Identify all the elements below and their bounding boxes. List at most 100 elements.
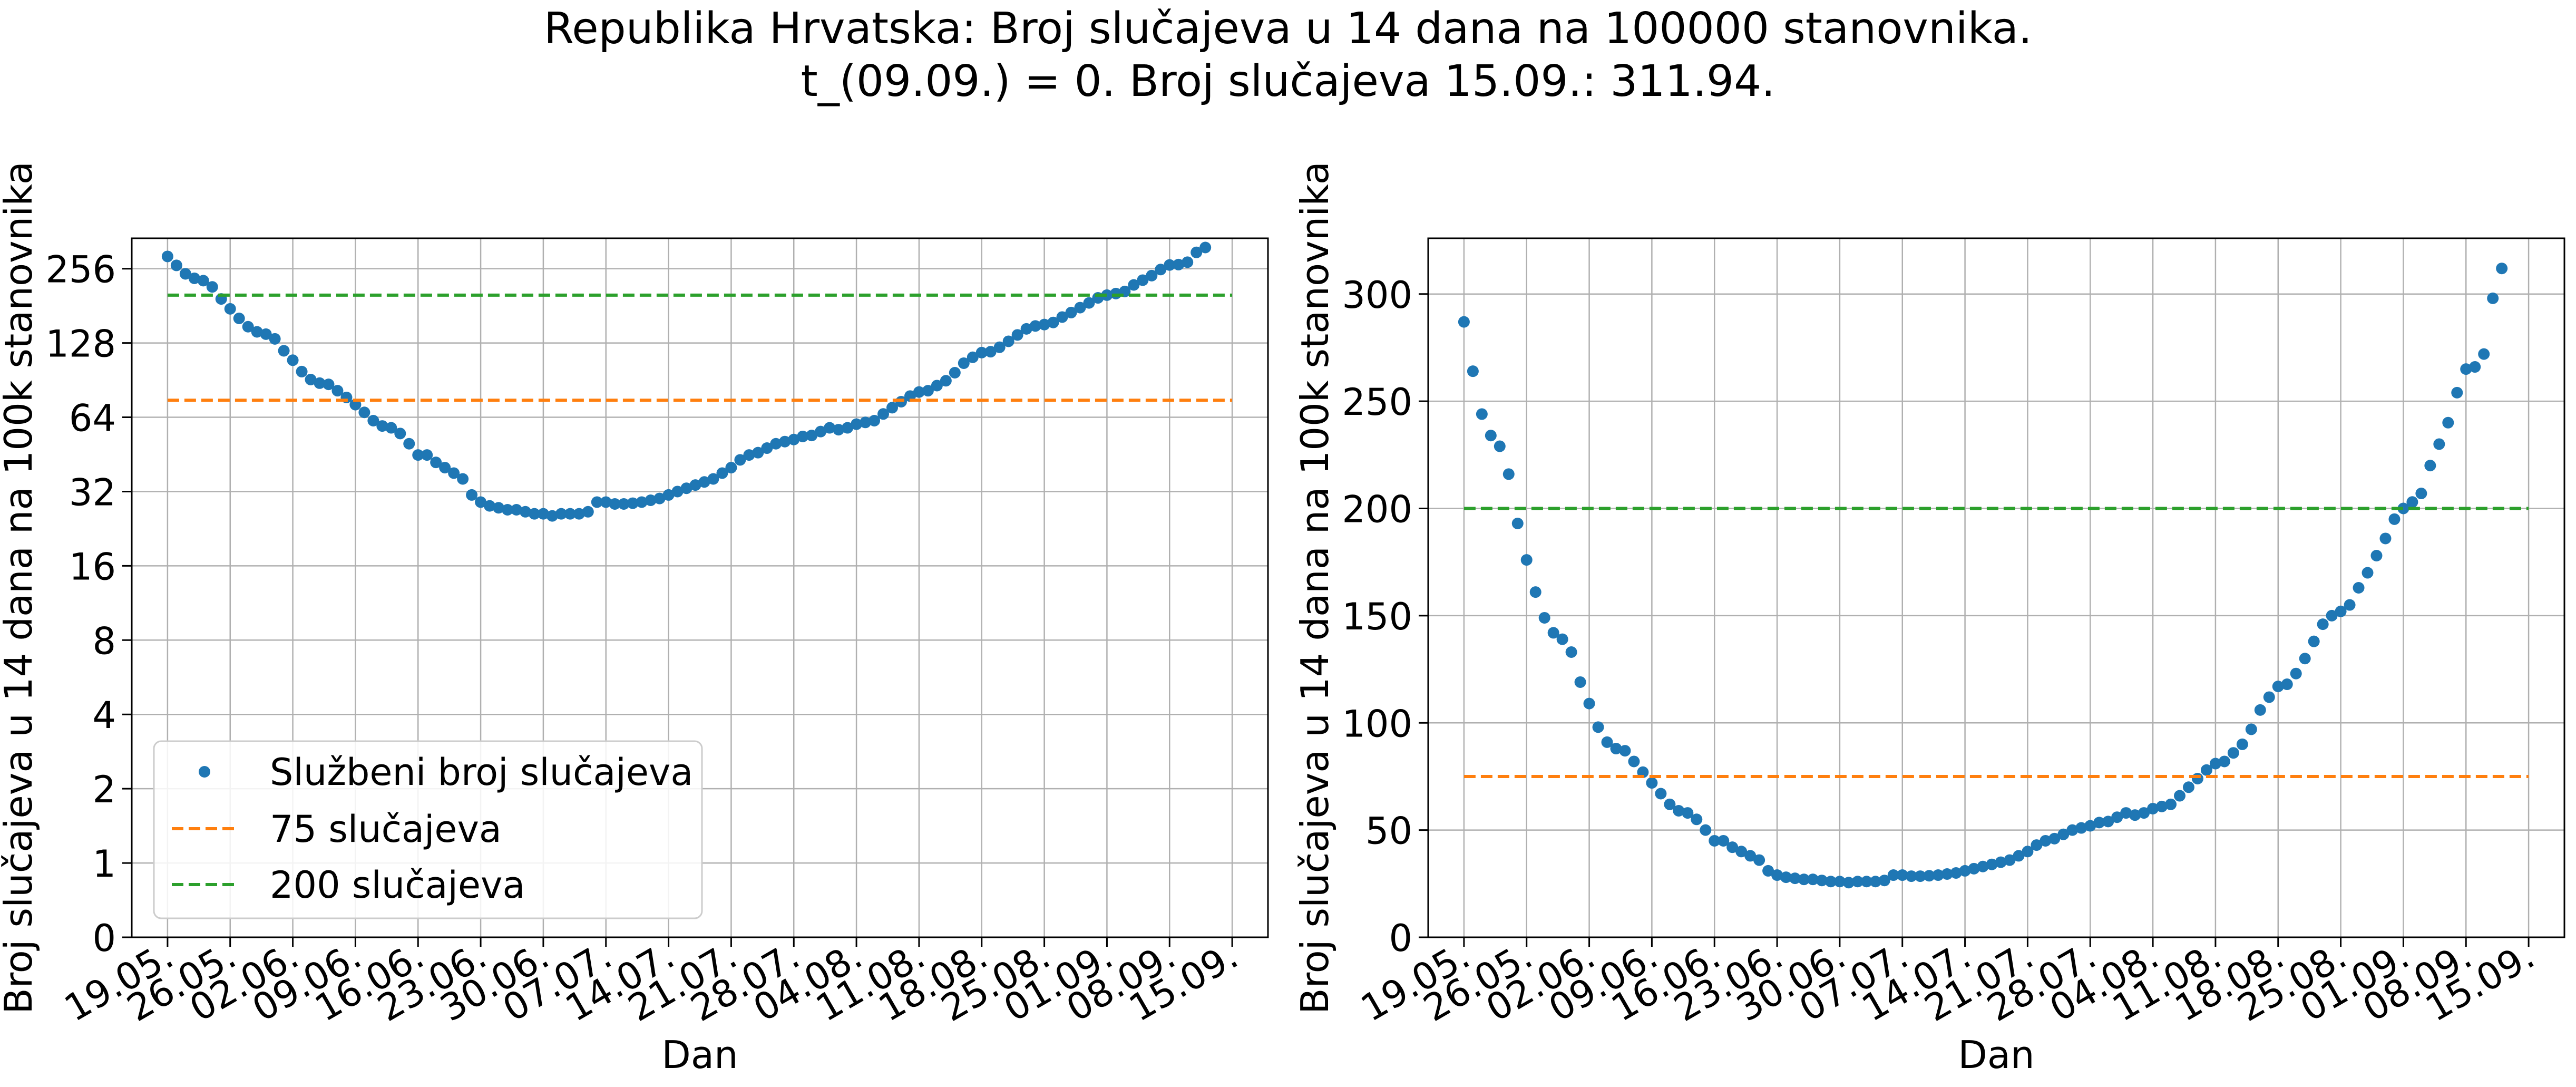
data-point <box>1592 721 1604 733</box>
data-point <box>2227 747 2239 759</box>
data-point <box>940 375 952 387</box>
data-point <box>385 422 397 434</box>
data-point <box>2013 850 2025 862</box>
data-point <box>2353 582 2365 594</box>
data-point <box>2344 599 2356 611</box>
data-point <box>242 321 254 333</box>
data-point <box>367 414 379 426</box>
y-tick-label: 256 <box>45 248 116 292</box>
data-point <box>2031 839 2043 851</box>
y-tick-label: 100 <box>1342 702 1412 745</box>
data-point <box>2451 386 2463 399</box>
y-axis-label: Broj slučajeva u 14 dana na 100k stanovn… <box>0 161 41 1014</box>
y-tick-label: 64 <box>69 397 116 440</box>
data-point <box>2442 416 2454 429</box>
data-point <box>698 476 710 488</box>
data-point <box>331 385 344 397</box>
legend-label: 200 slučajeva <box>270 863 525 907</box>
data-point <box>1610 743 1622 755</box>
y-axis-label: Broj slučajeva u 14 dana na 100k stanovn… <box>1293 161 1337 1014</box>
legend-marker-points <box>199 766 210 778</box>
data-point <box>188 272 200 284</box>
data-point <box>2066 824 2079 836</box>
data-point <box>1780 871 1792 884</box>
data-point <box>421 449 433 461</box>
data-point <box>493 502 505 514</box>
data-point <box>2433 438 2445 450</box>
data-point <box>725 462 737 474</box>
data-point <box>2156 800 2168 812</box>
data-point <box>1583 697 1595 710</box>
data-point <box>1565 646 1577 658</box>
data-point <box>233 312 245 324</box>
data-point <box>689 479 701 491</box>
data-point <box>931 380 943 392</box>
data-point <box>662 489 675 501</box>
data-point <box>1718 834 1730 847</box>
data-point <box>609 498 621 510</box>
data-point <box>877 408 890 420</box>
data-point <box>752 447 764 459</box>
data-point <box>1020 323 1032 335</box>
data-point <box>1762 865 1774 877</box>
data-point <box>2406 496 2418 508</box>
data-point <box>2120 807 2132 819</box>
data-point <box>842 422 854 434</box>
data-point <box>770 438 782 450</box>
data-point <box>2397 502 2409 515</box>
data-point <box>582 506 594 518</box>
plot-frame <box>1427 237 2565 938</box>
data-point <box>2040 834 2052 847</box>
data-point <box>671 486 684 498</box>
data-point <box>1789 872 1801 885</box>
log-scale-chart-panel: 0124816326412825619.05.26.05.02.06.09.06… <box>0 161 1269 1077</box>
y-tick-label: 200 <box>1342 488 1412 531</box>
data-point <box>1932 869 1944 881</box>
data-point <box>1502 468 1515 480</box>
data-point <box>1173 258 1185 270</box>
data-point <box>743 449 755 461</box>
data-point <box>170 259 182 271</box>
data-point <box>394 428 406 440</box>
data-point <box>1128 279 1140 291</box>
data-point <box>949 366 961 378</box>
data-point <box>269 333 281 345</box>
data-point <box>2379 532 2392 545</box>
data-point <box>1011 329 1023 341</box>
data-point <box>1164 259 1176 271</box>
data-point <box>1959 865 1971 877</box>
data-point <box>761 442 773 454</box>
data-point <box>1574 676 1586 688</box>
data-point <box>591 496 603 508</box>
data-point <box>1851 876 1863 888</box>
data-point <box>2415 488 2427 500</box>
data-point <box>860 416 872 429</box>
y-tick-label: 50 <box>1365 810 1412 853</box>
data-point <box>2496 263 2508 275</box>
data-point <box>975 346 988 358</box>
data-point <box>2075 822 2087 834</box>
linear-scale-chart-panel: 05010015020025030019.05.26.05.02.06.09.0… <box>1293 161 2565 1077</box>
legend-box <box>153 740 703 919</box>
data-point <box>2487 292 2499 304</box>
data-point <box>2022 846 2034 858</box>
data-point <box>2281 678 2293 691</box>
y-tick-label: 150 <box>1342 595 1412 638</box>
data-point <box>1083 297 1095 309</box>
data-point <box>1726 841 1739 853</box>
data-point <box>1923 870 1935 882</box>
data-point <box>2129 809 2141 821</box>
legend-label: 75 slučajeva <box>270 808 502 851</box>
data-point <box>1056 311 1068 323</box>
data-point <box>1467 365 1479 377</box>
data-point <box>2174 790 2186 802</box>
data-point <box>412 449 424 461</box>
data-point <box>1646 777 1658 789</box>
data-point <box>1628 755 1640 768</box>
data-point <box>2370 549 2383 561</box>
data-point <box>1047 316 1059 328</box>
data-point <box>1914 870 1926 882</box>
data-point <box>1709 834 1721 847</box>
data-point <box>546 510 558 522</box>
data-point <box>1476 408 1488 420</box>
